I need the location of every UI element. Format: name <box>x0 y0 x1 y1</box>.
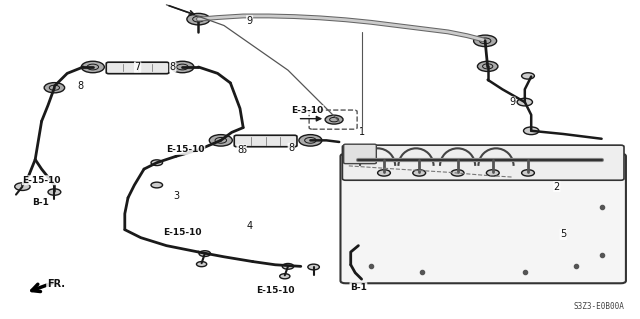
Text: 9: 9 <box>246 16 253 26</box>
Text: 7: 7 <box>134 62 141 72</box>
Circle shape <box>522 73 534 79</box>
Circle shape <box>486 170 499 176</box>
Circle shape <box>280 274 290 279</box>
Circle shape <box>522 170 534 176</box>
Text: 8: 8 <box>77 81 83 91</box>
Text: 5: 5 <box>560 229 566 240</box>
Text: 4: 4 <box>246 221 253 232</box>
Circle shape <box>151 160 163 166</box>
Text: 9: 9 <box>509 97 515 107</box>
Circle shape <box>171 61 194 73</box>
Circle shape <box>524 127 539 135</box>
Circle shape <box>308 264 319 270</box>
Circle shape <box>48 189 61 195</box>
Text: B-1: B-1 <box>350 283 367 292</box>
Text: S3Z3-E0B00A: S3Z3-E0B00A <box>573 302 624 311</box>
FancyBboxPatch shape <box>106 62 169 74</box>
Text: E-3-10: E-3-10 <box>291 106 323 115</box>
Circle shape <box>325 115 343 124</box>
FancyBboxPatch shape <box>342 145 624 180</box>
Circle shape <box>474 35 497 47</box>
Circle shape <box>151 182 163 188</box>
Circle shape <box>209 135 232 146</box>
Circle shape <box>187 13 210 25</box>
Circle shape <box>451 170 464 176</box>
Circle shape <box>15 183 30 190</box>
Circle shape <box>199 251 211 256</box>
Text: E-15-10: E-15-10 <box>163 228 202 237</box>
Circle shape <box>196 262 207 267</box>
FancyBboxPatch shape <box>234 135 297 147</box>
Text: E-15-10: E-15-10 <box>22 176 61 185</box>
Text: 8: 8 <box>237 145 243 155</box>
Text: 8: 8 <box>288 143 294 153</box>
Text: E-15-10: E-15-10 <box>166 145 205 154</box>
Circle shape <box>378 170 390 176</box>
FancyBboxPatch shape <box>309 110 357 129</box>
Circle shape <box>477 61 498 71</box>
Text: B-1: B-1 <box>32 198 49 207</box>
Circle shape <box>413 170 426 176</box>
Text: 1: 1 <box>358 127 365 137</box>
Text: 3: 3 <box>173 191 179 201</box>
Text: 2: 2 <box>554 182 560 192</box>
Text: 8: 8 <box>170 62 176 72</box>
Circle shape <box>517 98 532 106</box>
Circle shape <box>44 83 65 93</box>
Circle shape <box>282 263 294 269</box>
Text: FR.: FR. <box>47 279 65 289</box>
Text: E-15-10: E-15-10 <box>256 286 294 295</box>
FancyBboxPatch shape <box>344 144 376 164</box>
FancyBboxPatch shape <box>340 154 626 283</box>
Circle shape <box>299 135 322 146</box>
Circle shape <box>81 61 104 73</box>
Text: 6: 6 <box>240 145 246 155</box>
